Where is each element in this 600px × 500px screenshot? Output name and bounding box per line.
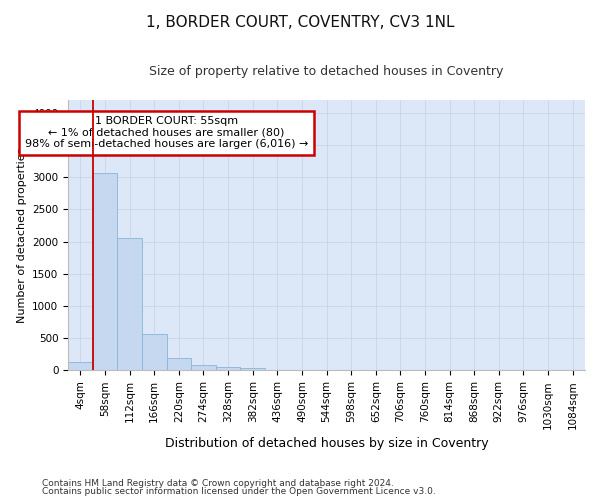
Bar: [68, 362, 93, 370]
Bar: [241, 368, 265, 370]
Bar: [191, 366, 216, 370]
Text: Contains public sector information licensed under the Open Government Licence v3: Contains public sector information licen…: [42, 487, 436, 496]
Title: Size of property relative to detached houses in Coventry: Size of property relative to detached ho…: [149, 65, 504, 78]
X-axis label: Distribution of detached houses by size in Coventry: Distribution of detached houses by size …: [165, 437, 488, 450]
Text: 1, BORDER COURT, COVENTRY, CV3 1NL: 1, BORDER COURT, COVENTRY, CV3 1NL: [146, 15, 454, 30]
Bar: [142, 334, 167, 370]
Text: 1 BORDER COURT: 55sqm
← 1% of detached houses are smaller (80)
98% of semi-detac: 1 BORDER COURT: 55sqm ← 1% of detached h…: [25, 116, 308, 150]
Text: Contains HM Land Registry data © Crown copyright and database right 2024.: Contains HM Land Registry data © Crown c…: [42, 478, 394, 488]
Bar: [216, 367, 241, 370]
Bar: [93, 174, 118, 370]
Bar: [118, 238, 142, 370]
Y-axis label: Number of detached properties: Number of detached properties: [17, 148, 26, 323]
Bar: [167, 358, 191, 370]
